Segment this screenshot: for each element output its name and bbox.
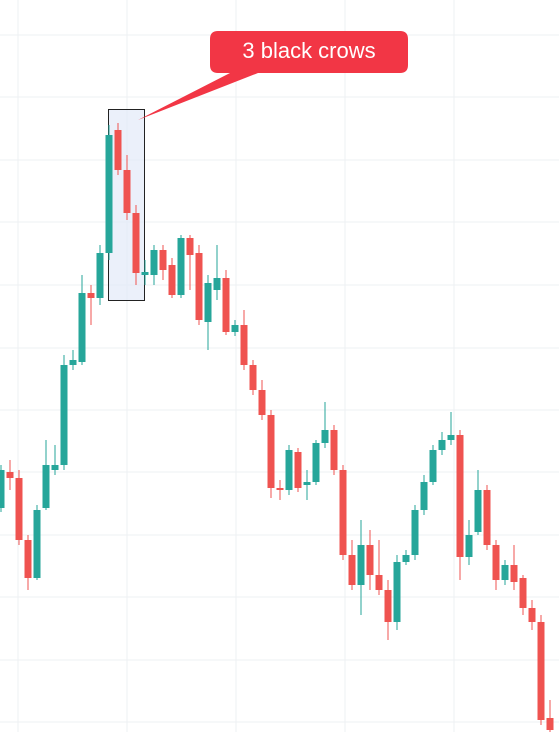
candle-body bbox=[177, 238, 185, 295]
candle-body bbox=[204, 283, 212, 322]
candle-body bbox=[6, 472, 14, 478]
candle-body bbox=[249, 365, 257, 390]
annotation-callout bbox=[138, 31, 408, 120]
candle-body bbox=[465, 535, 473, 557]
candle-body bbox=[168, 265, 176, 295]
candle-body bbox=[15, 478, 23, 540]
candle-body bbox=[366, 545, 374, 575]
candle-body bbox=[132, 213, 140, 273]
candle-body bbox=[384, 590, 392, 622]
candle-body bbox=[186, 238, 194, 255]
candle-body bbox=[42, 465, 50, 508]
candle-body bbox=[78, 293, 86, 362]
candle-body bbox=[141, 272, 149, 275]
candle-body bbox=[357, 545, 365, 585]
candle-body bbox=[60, 365, 68, 465]
candle-body bbox=[69, 360, 77, 365]
candle-body bbox=[285, 450, 293, 490]
candle-body bbox=[339, 470, 347, 555]
candle-body bbox=[321, 430, 329, 443]
candle-body bbox=[150, 250, 158, 275]
candle-body bbox=[501, 565, 509, 580]
candle-body bbox=[312, 443, 320, 482]
candle-body bbox=[537, 622, 545, 720]
candle-body bbox=[33, 510, 41, 578]
candle-body bbox=[402, 555, 410, 562]
candles bbox=[0, 123, 554, 732]
candle-body bbox=[546, 718, 554, 730]
candle-body bbox=[420, 482, 428, 510]
candle-body bbox=[24, 540, 32, 578]
candle-body bbox=[483, 490, 491, 545]
candle-body bbox=[411, 510, 419, 555]
candle-body bbox=[114, 130, 122, 170]
candle-body bbox=[303, 482, 311, 485]
candle-body bbox=[267, 415, 275, 488]
candle-body bbox=[231, 325, 239, 332]
candle-body bbox=[195, 253, 203, 320]
candle-body bbox=[393, 562, 401, 622]
candle-body bbox=[213, 278, 221, 290]
candle-body bbox=[159, 250, 167, 270]
annotation-text: 3 black crows bbox=[242, 38, 375, 63]
candle-body bbox=[258, 390, 266, 415]
candle-body bbox=[0, 470, 5, 508]
candle-body bbox=[456, 435, 464, 557]
candle-body bbox=[51, 465, 59, 470]
candle-body bbox=[222, 278, 230, 332]
candle-body bbox=[438, 440, 446, 450]
candle-body bbox=[105, 135, 113, 253]
candle-body bbox=[447, 435, 455, 440]
candle-body bbox=[528, 608, 536, 622]
candle-body bbox=[474, 490, 482, 532]
candle-body bbox=[87, 293, 95, 298]
candle-body bbox=[240, 325, 248, 365]
candle-body bbox=[375, 575, 383, 590]
candle-body bbox=[123, 170, 131, 213]
candle-body bbox=[510, 565, 518, 582]
candle-body bbox=[294, 452, 302, 488]
candle-body bbox=[519, 578, 527, 608]
candle-body bbox=[96, 253, 104, 298]
candle-body bbox=[276, 488, 284, 490]
candle-body bbox=[492, 545, 500, 580]
candle-body bbox=[348, 555, 356, 585]
candle-body bbox=[330, 430, 338, 470]
candle-body bbox=[429, 450, 437, 482]
